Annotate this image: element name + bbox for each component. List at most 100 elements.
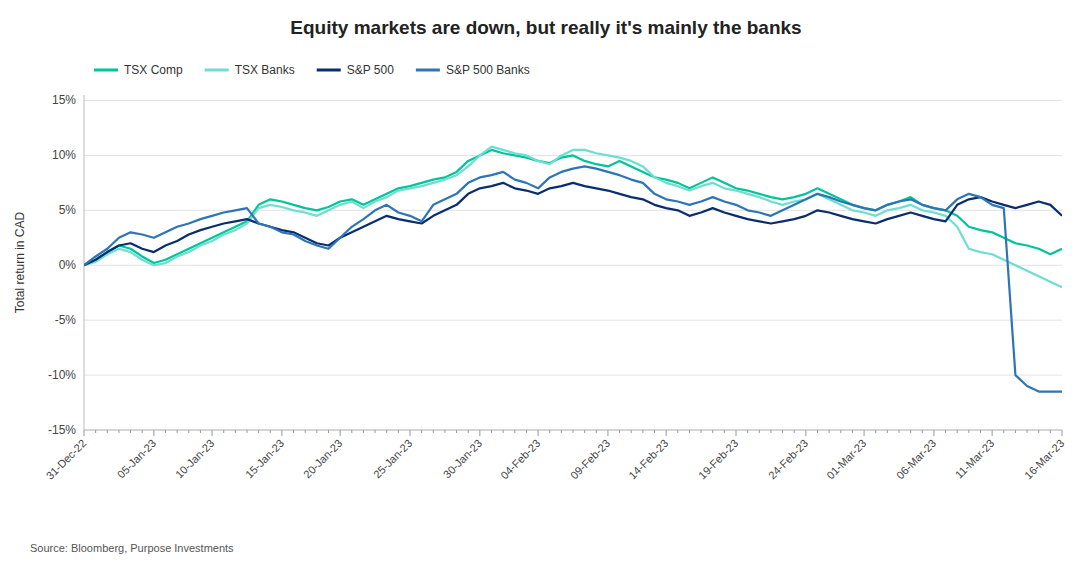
x-tick — [945, 430, 946, 433]
x-tick-label: 15-Jan-23 — [243, 437, 287, 481]
x-tick-label: 14-Feb-23 — [626, 437, 670, 481]
legend-label: TSX Banks — [235, 63, 295, 77]
x-tick — [165, 430, 166, 433]
x-tick — [864, 430, 865, 436]
x-tick — [433, 430, 434, 433]
x-tick — [573, 430, 574, 433]
x-tick — [421, 430, 422, 433]
x-tick — [270, 430, 271, 433]
x-tick — [84, 430, 85, 436]
x-tick — [794, 430, 795, 433]
x-tick — [596, 430, 597, 433]
x-tick — [456, 430, 457, 433]
y-tick-label: -5% — [55, 313, 77, 327]
x-tick — [410, 430, 411, 436]
chart: Equity markets are down, but really it's… — [0, 0, 1092, 562]
x-tick-label: 09-Feb-23 — [568, 437, 612, 481]
x-tick — [514, 430, 515, 433]
legend-swatch — [205, 69, 229, 72]
series-line — [84, 166, 1062, 391]
x-tick — [642, 430, 643, 433]
x-tick — [118, 430, 119, 433]
x-axis: 31-Dec-2205-Jan-2310-Jan-2315-Jan-2320-J… — [44, 430, 1067, 482]
x-tick — [130, 430, 131, 433]
x-tick — [701, 430, 702, 433]
x-tick — [968, 430, 969, 433]
y-tick-label: 0% — [59, 258, 77, 272]
x-tick-label: 25-Jan-23 — [371, 437, 415, 481]
y-axis-label: Total return in CAD — [13, 211, 27, 313]
x-tick — [631, 430, 632, 433]
x-tick — [782, 430, 783, 433]
x-tick — [584, 430, 585, 433]
x-tick — [107, 430, 108, 433]
grid-line — [84, 100, 1062, 101]
x-tick — [619, 430, 620, 433]
x-tick — [444, 430, 445, 433]
x-tick — [363, 430, 364, 433]
legend-swatch — [317, 69, 341, 72]
x-tick — [689, 430, 690, 433]
x-tick — [212, 430, 213, 436]
x-tick — [281, 430, 282, 436]
x-tick-label: 05-Jan-23 — [115, 437, 159, 481]
x-tick — [1003, 430, 1004, 433]
x-tick — [188, 430, 189, 433]
x-tick — [840, 430, 841, 433]
y-tick-label: 10% — [52, 148, 76, 162]
x-tick-label: 31-Dec-22 — [44, 437, 89, 482]
x-tick-label: 20-Jan-23 — [301, 437, 345, 481]
y-tick-label: 5% — [59, 203, 77, 217]
x-tick-label: 30-Jan-23 — [441, 437, 485, 481]
x-tick — [992, 430, 993, 436]
legend: TSX CompTSX BanksS&P 500S&P 500 Banks — [94, 63, 530, 77]
grid-line — [84, 375, 1062, 376]
x-tick — [980, 430, 981, 433]
title: Equity markets are down, but really it's… — [290, 17, 801, 38]
x-tick — [654, 430, 655, 433]
x-tick — [607, 430, 608, 436]
x-tick — [1038, 430, 1039, 433]
x-tick — [957, 430, 958, 433]
x-tick — [852, 430, 853, 433]
lines — [84, 147, 1062, 392]
y-axis-line — [84, 95, 85, 430]
x-tick — [235, 430, 236, 433]
x-tick — [1050, 430, 1051, 433]
x-tick — [223, 430, 224, 433]
x-tick — [293, 430, 294, 433]
x-tick — [177, 430, 178, 433]
x-tick — [899, 430, 900, 433]
series-line — [84, 183, 1062, 265]
x-tick — [258, 430, 259, 433]
x-tick — [398, 430, 399, 433]
x-tick — [95, 430, 96, 433]
x-tick — [153, 430, 154, 436]
x-tick-label: 06-Mar-23 — [894, 437, 938, 481]
x-tick — [491, 430, 492, 433]
grid-line — [84, 265, 1062, 266]
y-grid — [84, 100, 1062, 430]
x-tick — [875, 430, 876, 433]
x-tick — [1062, 430, 1063, 436]
x-tick — [328, 430, 329, 433]
x-tick — [1015, 430, 1016, 433]
legend-swatch — [416, 69, 440, 72]
x-tick-label: 11-Mar-23 — [953, 437, 997, 481]
x-tick — [736, 430, 737, 436]
x-tick — [770, 430, 771, 433]
x-tick — [526, 430, 527, 433]
y-tick-label: -10% — [48, 368, 76, 382]
x-tick — [747, 430, 748, 433]
y-tick-label: -15% — [48, 423, 76, 437]
x-tick — [305, 430, 306, 433]
x-tick — [375, 430, 376, 433]
legend-label: S&P 500 Banks — [446, 63, 530, 77]
x-tick — [142, 430, 143, 433]
x-tick-label: 01-Mar-23 — [824, 437, 868, 481]
x-tick — [817, 430, 818, 433]
x-tick — [340, 430, 341, 436]
grid-line — [84, 320, 1062, 321]
x-tick — [922, 430, 923, 433]
x-tick — [910, 430, 911, 433]
